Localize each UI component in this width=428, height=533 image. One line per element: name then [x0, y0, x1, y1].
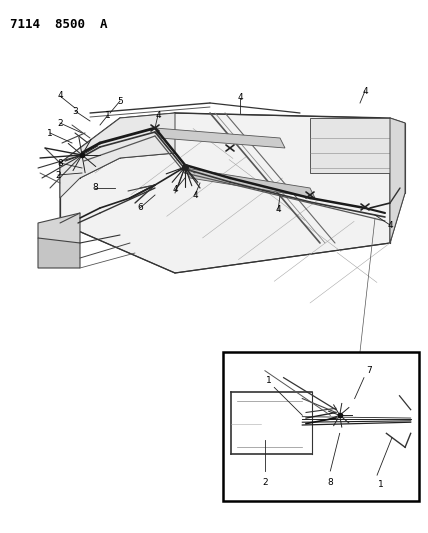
Text: 8: 8 — [92, 183, 98, 192]
Text: 4: 4 — [155, 110, 161, 119]
Polygon shape — [60, 113, 390, 273]
Text: 3: 3 — [72, 107, 78, 116]
Text: 1: 1 — [266, 376, 271, 385]
Text: 8: 8 — [57, 158, 63, 167]
Polygon shape — [60, 113, 175, 198]
Text: 2: 2 — [55, 171, 61, 180]
Text: 2: 2 — [262, 478, 268, 487]
Text: 1: 1 — [105, 110, 111, 119]
Polygon shape — [310, 118, 390, 173]
Text: 1: 1 — [378, 480, 383, 489]
Text: 8: 8 — [327, 478, 333, 487]
Text: 7: 7 — [367, 366, 372, 375]
Text: 2: 2 — [57, 118, 63, 127]
Text: 4: 4 — [192, 190, 198, 199]
Text: 4: 4 — [237, 93, 243, 102]
Text: 1: 1 — [47, 128, 53, 138]
Bar — [223, 352, 419, 501]
Text: 5: 5 — [117, 96, 123, 106]
Text: 4: 4 — [387, 221, 393, 230]
Polygon shape — [390, 118, 405, 243]
Polygon shape — [155, 128, 285, 148]
Text: 4: 4 — [172, 185, 178, 195]
Text: 4: 4 — [275, 206, 281, 214]
Polygon shape — [185, 168, 315, 198]
Polygon shape — [38, 213, 80, 248]
Text: 4: 4 — [57, 92, 63, 101]
Text: 7114  8500  A: 7114 8500 A — [10, 18, 107, 31]
Text: 4: 4 — [362, 86, 368, 95]
Text: 6: 6 — [137, 204, 143, 213]
Polygon shape — [38, 238, 80, 268]
